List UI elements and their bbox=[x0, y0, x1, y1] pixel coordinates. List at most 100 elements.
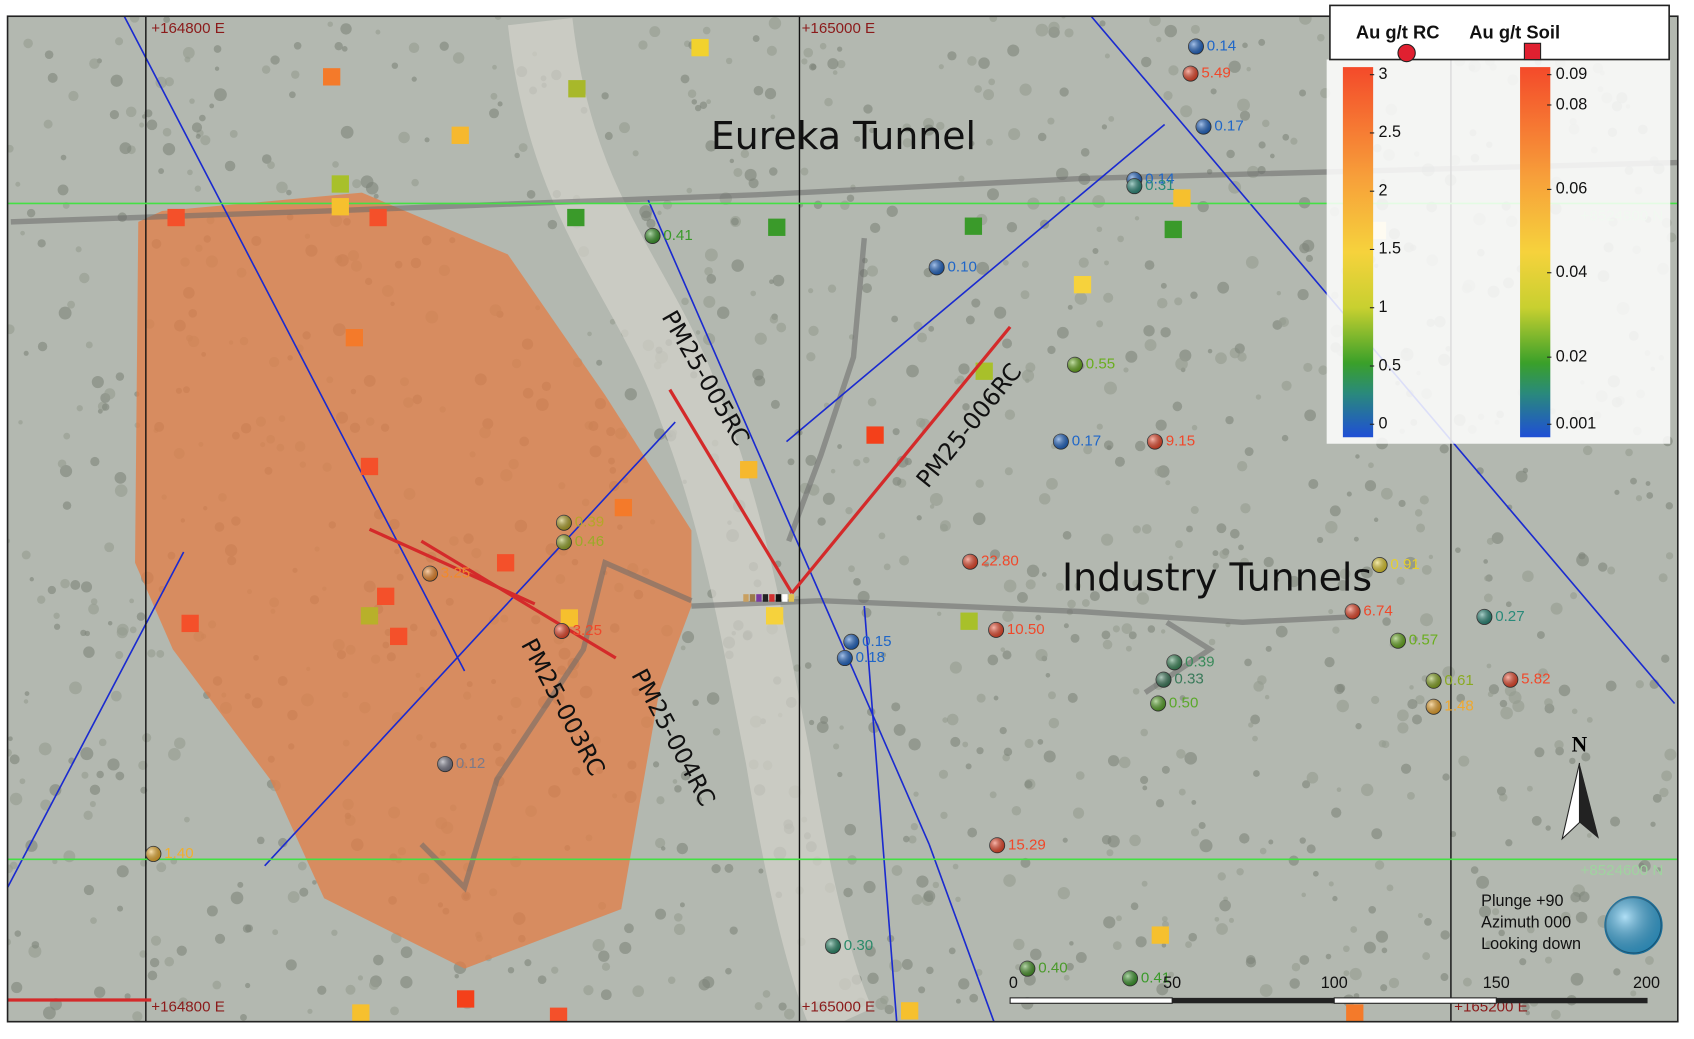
legend-tick-label: 2.5 bbox=[1379, 123, 1402, 141]
shrub bbox=[1246, 66, 1251, 72]
shrub bbox=[1317, 33, 1325, 42]
legend-tick-label: 3 bbox=[1379, 65, 1388, 83]
shrub bbox=[1216, 923, 1228, 935]
shrub bbox=[83, 646, 95, 658]
shrub bbox=[769, 315, 779, 324]
shrub bbox=[147, 970, 158, 981]
shrub bbox=[1004, 467, 1013, 476]
shrub bbox=[660, 846, 666, 851]
shrub bbox=[1116, 915, 1122, 922]
shrub bbox=[1048, 21, 1060, 34]
shrub bbox=[1207, 348, 1213, 354]
shrub bbox=[142, 733, 152, 743]
shrub bbox=[194, 185, 202, 192]
shrub bbox=[1396, 576, 1405, 585]
shrub bbox=[1537, 668, 1549, 679]
shrub bbox=[68, 90, 79, 102]
shrub bbox=[989, 791, 997, 799]
shrub bbox=[1570, 892, 1581, 903]
shrub bbox=[1186, 525, 1193, 533]
shrub bbox=[1582, 445, 1593, 456]
shrub bbox=[968, 140, 975, 147]
shrub bbox=[662, 200, 673, 210]
shrub bbox=[1212, 562, 1220, 570]
shrub bbox=[1180, 105, 1193, 118]
shrub bbox=[596, 359, 603, 366]
shrub bbox=[1332, 626, 1340, 634]
sample-label: 0.18 bbox=[856, 649, 885, 666]
shrub bbox=[1257, 675, 1267, 685]
shrub bbox=[1003, 579, 1017, 593]
shrub bbox=[1237, 461, 1248, 472]
shrub bbox=[110, 74, 123, 87]
shrub bbox=[47, 585, 56, 595]
shrub bbox=[649, 26, 661, 38]
shrub bbox=[187, 169, 193, 176]
shrub bbox=[195, 133, 201, 139]
shrub bbox=[57, 459, 67, 469]
shrub bbox=[373, 193, 379, 199]
shrub bbox=[988, 78, 996, 86]
shrub bbox=[601, 962, 611, 971]
shrub bbox=[993, 695, 999, 701]
soil-sample bbox=[568, 80, 586, 98]
shrub bbox=[955, 998, 961, 1004]
sample-label: 5.49 bbox=[1201, 65, 1230, 82]
shrub bbox=[1092, 195, 1106, 208]
shrub bbox=[452, 52, 465, 64]
shrub bbox=[694, 104, 702, 112]
shrub bbox=[1056, 326, 1069, 339]
shrub bbox=[681, 297, 689, 306]
shrub bbox=[1104, 260, 1109, 266]
shrub bbox=[827, 58, 839, 70]
soil-sample bbox=[960, 612, 978, 630]
grid-label: +165000 E bbox=[802, 20, 876, 37]
shrub bbox=[1353, 536, 1359, 542]
shrub bbox=[609, 318, 616, 325]
shrub bbox=[96, 770, 104, 779]
shrub bbox=[949, 661, 962, 674]
shrub bbox=[1578, 552, 1586, 560]
shrub bbox=[62, 501, 72, 510]
shrub bbox=[800, 167, 809, 176]
shrub bbox=[132, 1011, 143, 1022]
shrub bbox=[1107, 755, 1120, 767]
shrub bbox=[1398, 499, 1406, 508]
shrub bbox=[1240, 503, 1251, 514]
shrub bbox=[776, 322, 787, 333]
shrub bbox=[899, 555, 910, 566]
shrub bbox=[1228, 60, 1241, 73]
shrub bbox=[731, 217, 739, 226]
shrub bbox=[816, 721, 829, 733]
shrub bbox=[213, 45, 222, 53]
sample-label: 0.91 bbox=[1390, 556, 1419, 573]
shrub bbox=[115, 771, 125, 781]
shrub bbox=[107, 620, 113, 626]
shrub bbox=[1072, 807, 1085, 819]
shrub bbox=[987, 654, 999, 666]
shrub bbox=[750, 290, 757, 297]
shrub bbox=[1237, 352, 1247, 362]
soil-sample bbox=[765, 607, 784, 625]
rc-samples bbox=[145, 38, 1519, 987]
shrub bbox=[1080, 148, 1090, 157]
shrub bbox=[1125, 350, 1138, 363]
shrub bbox=[104, 388, 116, 400]
shrub bbox=[1386, 884, 1394, 892]
shrub bbox=[439, 41, 449, 51]
shrub bbox=[833, 743, 840, 750]
shrub bbox=[1198, 821, 1206, 830]
shrub bbox=[1047, 117, 1055, 125]
shrub bbox=[1215, 352, 1227, 365]
shrub bbox=[1250, 714, 1261, 725]
rc-sample-shade bbox=[1195, 119, 1212, 135]
shrub bbox=[1661, 770, 1673, 782]
rc-sample-shade bbox=[1122, 970, 1138, 986]
shrub bbox=[114, 484, 128, 497]
soil-sample bbox=[901, 1002, 919, 1020]
shrub bbox=[331, 929, 338, 936]
rc-sample-shade bbox=[422, 566, 438, 582]
shrub bbox=[699, 101, 708, 109]
shrub bbox=[162, 127, 172, 137]
shrub bbox=[111, 690, 122, 702]
